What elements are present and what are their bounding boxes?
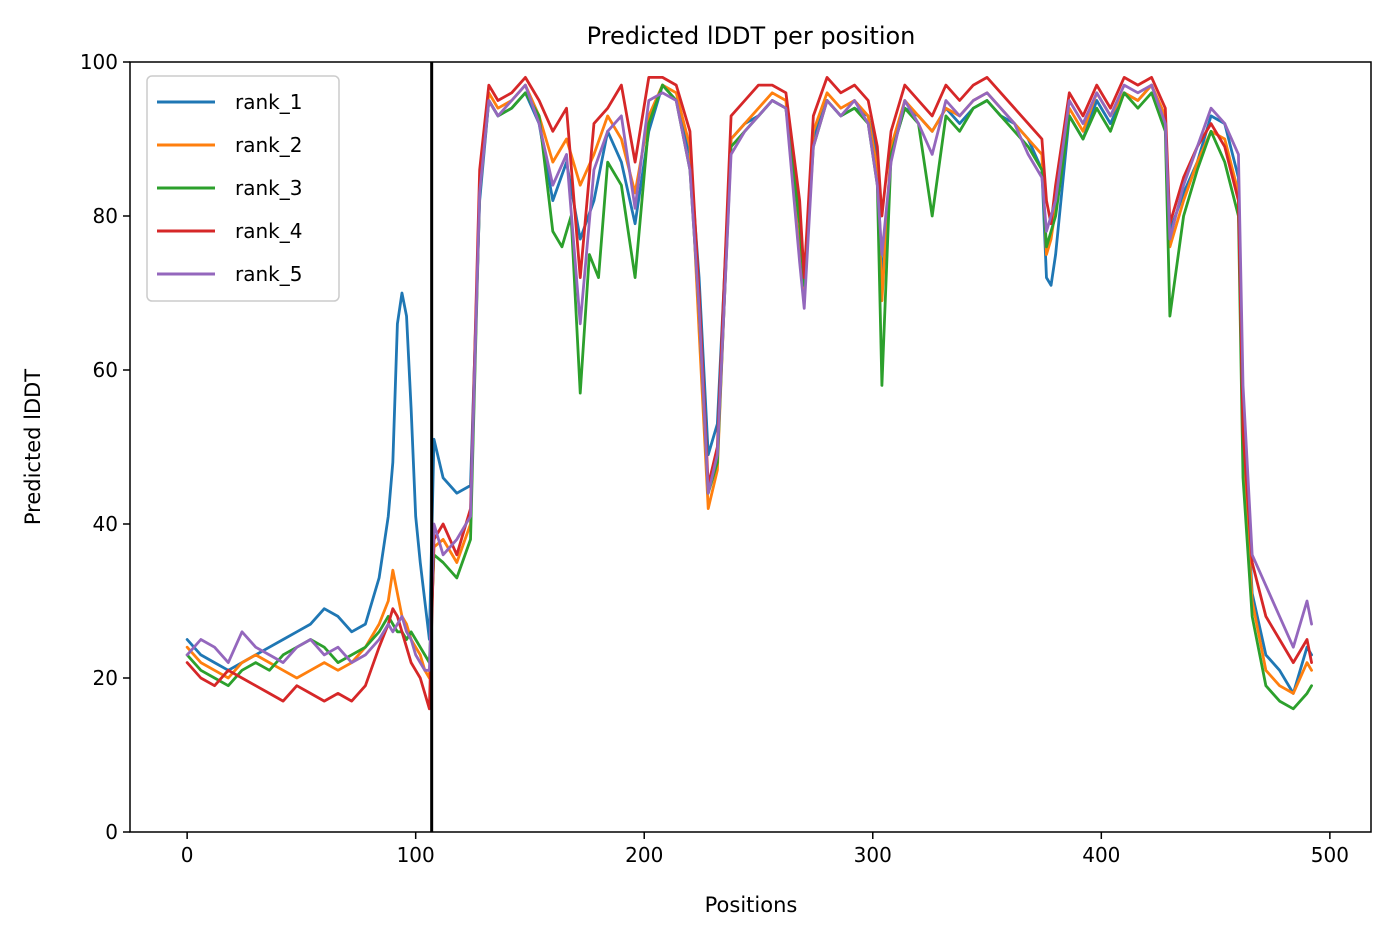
plot-series-layer bbox=[185, 76, 1313, 711]
x-tick-label: 500 bbox=[1311, 843, 1349, 867]
y-tick-label: 40 bbox=[93, 512, 118, 536]
y-tick-label: 20 bbox=[93, 666, 118, 690]
series-line-rank_5 bbox=[185, 83, 1313, 672]
legend-label-rank_2: rank_2 bbox=[235, 133, 302, 157]
y-tick-label: 100 bbox=[80, 50, 118, 74]
chart-title: Predicted lDDT per position bbox=[587, 22, 916, 50]
legend-label-rank_4: rank_4 bbox=[235, 219, 302, 243]
series-line-rank_4 bbox=[185, 76, 1313, 711]
x-tick-label: 100 bbox=[397, 843, 435, 867]
legend-box bbox=[146, 75, 340, 302]
x-axis: 0 100 200 300 400 500 bbox=[181, 832, 1349, 867]
x-tick-label: 0 bbox=[181, 843, 194, 867]
y-tick-label: 0 bbox=[105, 820, 118, 844]
y-axis-label: Predicted lDDT bbox=[21, 369, 45, 525]
plot-frame bbox=[129, 61, 1372, 833]
legend-label-rank_5: rank_5 bbox=[235, 262, 302, 286]
x-axis-label: Positions bbox=[705, 893, 798, 917]
legend: rank_1 rank_2 rank_3 rank_4 rank_5 bbox=[146, 75, 340, 302]
x-tick-label: 200 bbox=[625, 843, 663, 867]
y-axis: 0 20 40 60 80 100 bbox=[80, 50, 130, 844]
x-tick-label: 300 bbox=[854, 843, 892, 867]
x-tick-label: 400 bbox=[1082, 843, 1120, 867]
y-tick-label: 80 bbox=[93, 204, 118, 228]
legend-label-rank_3: rank_3 bbox=[235, 176, 302, 200]
legend-label-rank_1: rank_1 bbox=[235, 90, 302, 114]
y-tick-label: 60 bbox=[93, 358, 118, 382]
